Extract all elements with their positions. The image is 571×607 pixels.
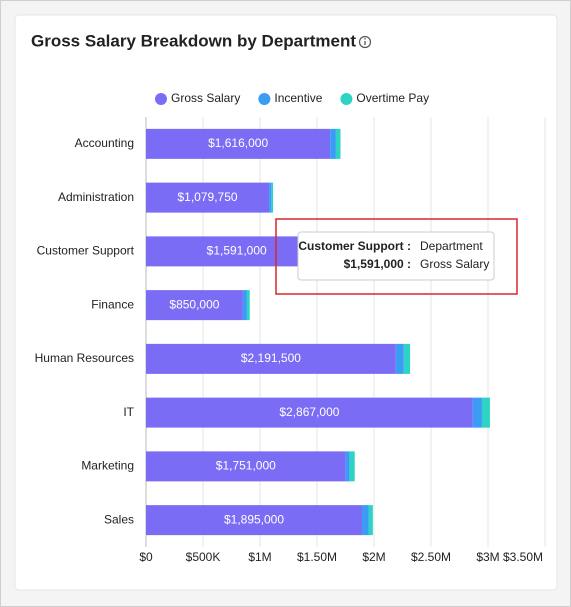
tooltip-box bbox=[297, 231, 495, 281]
bar-segment bbox=[403, 343, 411, 374]
bar-segment bbox=[146, 397, 473, 428]
y-tick-label: Human Resources bbox=[35, 351, 134, 365]
bar-segment bbox=[146, 236, 328, 267]
data-label: $2,867,000 bbox=[279, 405, 339, 419]
y-tick-label: Administration bbox=[58, 190, 134, 204]
bar-segment bbox=[349, 451, 355, 482]
bar-segment bbox=[368, 505, 373, 536]
data-label: $1,895,000 bbox=[224, 512, 284, 526]
legend-label: Incentive bbox=[274, 91, 322, 105]
bar-segment bbox=[146, 343, 396, 374]
y-tick-label: Customer Support bbox=[37, 244, 135, 258]
bar-segment bbox=[362, 505, 369, 536]
bar-segment bbox=[330, 128, 336, 159]
bar-segment bbox=[146, 182, 270, 213]
bar-segment bbox=[146, 451, 346, 482]
data-label: $1,616,000 bbox=[208, 136, 268, 150]
tooltip-value: Gross Salary bbox=[420, 257, 489, 271]
bar-segment bbox=[345, 451, 350, 482]
bar-segment bbox=[335, 128, 341, 159]
y-tick-label: Accounting bbox=[75, 136, 134, 150]
bar-segment bbox=[146, 505, 363, 536]
legend-swatch bbox=[155, 93, 167, 105]
bar-segment bbox=[146, 290, 243, 321]
info-icon[interactable] bbox=[358, 35, 372, 49]
y-tick-label: Marketing bbox=[81, 459, 134, 473]
tooltip-key: $1,591,000 : bbox=[344, 257, 411, 271]
bar-segment bbox=[246, 290, 250, 321]
legend-swatch bbox=[340, 93, 353, 105]
data-label: $1,079,750 bbox=[178, 190, 238, 204]
x-tick-label: $3M bbox=[476, 550, 499, 564]
bar-segment bbox=[146, 128, 331, 159]
bar-segment bbox=[271, 182, 274, 213]
bar-segment bbox=[395, 343, 404, 374]
chart-title: Gross Salary Breakdown by Department bbox=[31, 31, 356, 50]
bar-segment bbox=[242, 290, 247, 321]
y-tick-label: IT bbox=[123, 405, 134, 419]
y-tick-label: Finance bbox=[91, 297, 134, 311]
highlight-box bbox=[275, 218, 518, 295]
x-tick-label: $2.50M bbox=[411, 550, 451, 564]
legend-swatch bbox=[258, 93, 271, 105]
x-tick-label: $2M bbox=[362, 550, 385, 564]
data-label: $850,000 bbox=[169, 297, 219, 311]
legend-label: Gross Salary bbox=[171, 91, 240, 105]
bar-segment bbox=[269, 182, 272, 213]
tooltip-key: Customer Support : bbox=[298, 239, 411, 253]
tooltip-value: Department bbox=[420, 239, 483, 253]
y-tick-label: Sales bbox=[104, 512, 134, 526]
legend-label: Overtime Pay bbox=[356, 91, 429, 105]
data-label: $1,591,000 bbox=[207, 244, 267, 258]
bar-segment bbox=[472, 397, 482, 428]
x-tick-label: $1M bbox=[248, 550, 271, 564]
data-label: $2,191,500 bbox=[241, 351, 301, 365]
x-tick-label: $0 bbox=[139, 550, 153, 564]
tooltip: Customer Support : Department $1,591,000 :… bbox=[297, 231, 495, 281]
x-tick-label: $1.50M bbox=[297, 550, 337, 564]
bar-segment bbox=[481, 397, 490, 428]
data-label: $1,751,000 bbox=[216, 459, 276, 473]
plot: $0 $500K $1M $1.50M $2M $2.50M $3M $3.50M Gross … bbox=[35, 91, 546, 564]
x-tick-label: $500K bbox=[186, 550, 221, 564]
x-tick-label: $3.50M bbox=[503, 550, 543, 564]
